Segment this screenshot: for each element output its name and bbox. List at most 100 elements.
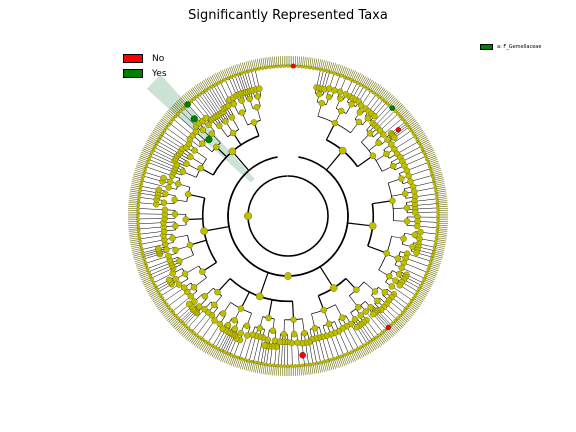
nonsignificant-node bbox=[385, 324, 391, 331]
leaf-node bbox=[150, 277, 154, 281]
leaf-spoke bbox=[396, 105, 405, 113]
leaf-node bbox=[359, 83, 363, 87]
leaf-spoke bbox=[140, 273, 150, 279]
clade-node bbox=[208, 130, 215, 137]
leaf-spoke bbox=[218, 71, 224, 81]
leaf-spoke bbox=[128, 202, 139, 204]
branch-line bbox=[203, 91, 220, 115]
leaf-node bbox=[346, 351, 350, 356]
clade-node bbox=[401, 190, 409, 197]
leaf-spoke bbox=[164, 311, 173, 318]
leaf-node bbox=[147, 157, 151, 162]
leaf-node bbox=[204, 339, 208, 344]
leaf-node bbox=[145, 161, 150, 165]
clade-node bbox=[290, 316, 297, 323]
leaf-node bbox=[428, 167, 433, 172]
leaf-node bbox=[171, 310, 176, 315]
clade-node bbox=[413, 249, 420, 256]
branch-line bbox=[157, 141, 180, 155]
leaf-node bbox=[365, 341, 369, 346]
leaf-node bbox=[349, 350, 353, 354]
leaf-spoke bbox=[274, 365, 276, 376]
clade-node bbox=[211, 317, 218, 324]
leaf-node bbox=[435, 199, 440, 204]
leaf-spoke bbox=[204, 344, 211, 354]
clade-node bbox=[180, 284, 188, 291]
legend-item-yes: Yes bbox=[123, 66, 167, 81]
branch-line bbox=[147, 162, 174, 173]
leaf-node bbox=[391, 321, 395, 326]
leaf-spoke bbox=[135, 168, 145, 172]
branch-line bbox=[220, 332, 230, 351]
clade-node bbox=[155, 186, 163, 193]
branch-line bbox=[161, 135, 183, 149]
leaf-node bbox=[425, 157, 429, 162]
leaf-spoke bbox=[335, 64, 340, 75]
leaf-spoke bbox=[255, 59, 258, 70]
leaf-node bbox=[429, 257, 434, 261]
leaf-spoke bbox=[141, 150, 152, 155]
leaf-spoke bbox=[431, 260, 441, 264]
leaf-node bbox=[282, 64, 287, 68]
leaf-spoke bbox=[436, 239, 447, 242]
leaf-node bbox=[339, 354, 343, 359]
branch-line bbox=[374, 312, 389, 328]
clade-node bbox=[199, 140, 206, 147]
leaf-node bbox=[184, 324, 188, 328]
leaf-spoke bbox=[186, 92, 193, 101]
leaf-node bbox=[192, 331, 196, 335]
leaf-node bbox=[435, 203, 440, 207]
leaf-spoke bbox=[427, 157, 438, 162]
leaf-spoke bbox=[138, 157, 149, 162]
clade-node bbox=[162, 190, 169, 198]
leaf-spoke bbox=[410, 302, 419, 309]
leaf-node bbox=[415, 138, 420, 142]
leaf-spoke bbox=[311, 364, 314, 375]
leaf-node bbox=[136, 199, 141, 204]
leaf-node bbox=[167, 305, 171, 309]
clade-node bbox=[211, 301, 218, 309]
leaf-spoke bbox=[177, 99, 185, 108]
branch-line bbox=[154, 147, 176, 159]
clade-node bbox=[339, 314, 346, 321]
leaf-node bbox=[139, 246, 144, 251]
leaf-spoke bbox=[141, 277, 152, 282]
clade-node bbox=[172, 222, 179, 230]
branch-line bbox=[278, 341, 281, 366]
leaf-spoke bbox=[328, 360, 333, 370]
leaf-node bbox=[433, 243, 437, 247]
clade-legend-swatch bbox=[480, 44, 493, 50]
clade-node bbox=[370, 310, 377, 318]
leaf-node bbox=[336, 72, 340, 77]
clade-node bbox=[225, 102, 232, 110]
branch-line bbox=[396, 141, 419, 154]
leaf-node bbox=[359, 345, 363, 349]
branch-line bbox=[224, 79, 234, 98]
leaf-spoke bbox=[352, 351, 358, 361]
clade-node bbox=[389, 197, 396, 204]
clade-node bbox=[166, 276, 173, 284]
leaf-spoke bbox=[164, 114, 173, 121]
clade-node bbox=[311, 324, 319, 332]
branch-line bbox=[404, 156, 426, 166]
leaf-node bbox=[434, 235, 439, 240]
clade-node bbox=[256, 325, 263, 332]
leaf-spoke bbox=[307, 57, 310, 68]
leaf-spoke bbox=[130, 186, 141, 190]
leaf-node bbox=[297, 64, 301, 69]
leaf-spoke bbox=[314, 363, 318, 374]
branch-line bbox=[160, 284, 180, 297]
clade-node bbox=[290, 330, 298, 338]
leaf-spoke bbox=[403, 311, 412, 318]
leaf-node bbox=[250, 359, 254, 364]
leaf-node bbox=[198, 335, 202, 340]
leaf-spoke bbox=[186, 331, 193, 340]
leaf-node bbox=[143, 260, 148, 265]
leaf-node bbox=[136, 203, 141, 207]
clade-node bbox=[386, 272, 393, 280]
branch-line bbox=[360, 324, 373, 341]
leaf-node bbox=[171, 117, 176, 122]
leaf-spoke bbox=[140, 153, 150, 159]
leaf-spoke bbox=[377, 87, 384, 96]
branch-line bbox=[169, 123, 190, 140]
